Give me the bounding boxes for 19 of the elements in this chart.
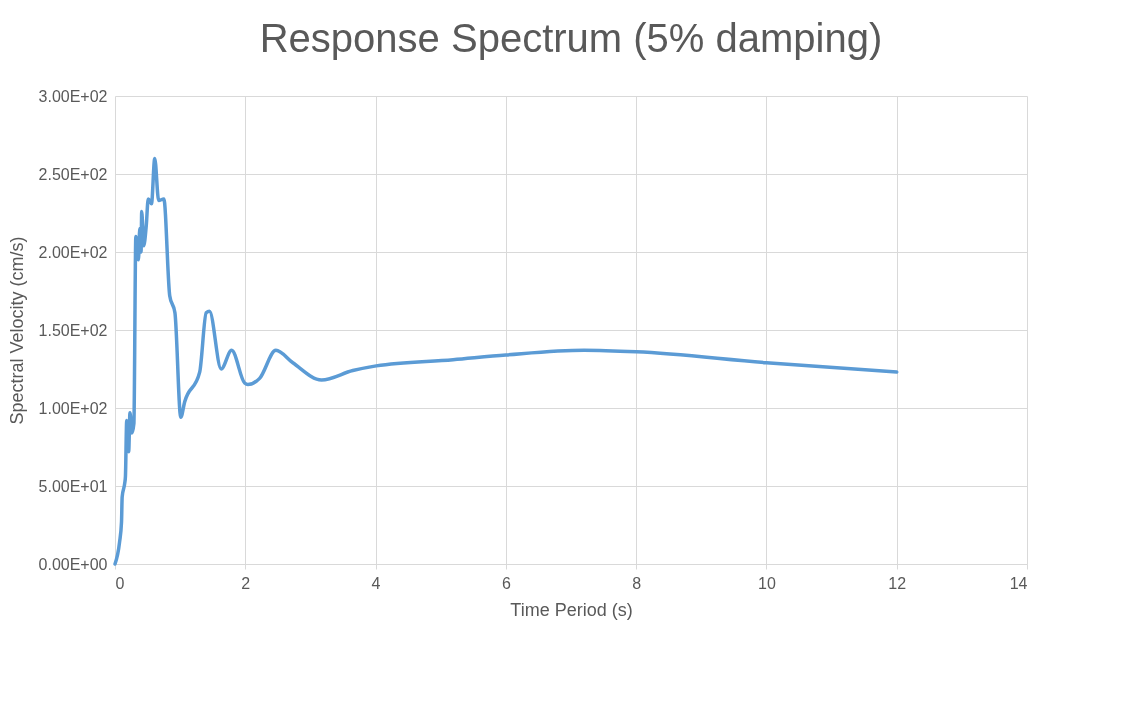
- x-axis-title: Time Period (s): [510, 599, 633, 620]
- x-tick-label: 4: [371, 574, 381, 592]
- x-tick-label: 8: [632, 574, 642, 592]
- chart-title: Response Spectrum (5% damping): [259, 16, 883, 60]
- y-tick-label: 2.00E+02: [38, 243, 108, 261]
- x-tick-label: 2: [241, 574, 251, 592]
- x-tick-label: 14: [1009, 574, 1028, 592]
- y-axis-title: Spectral Velocity (cm/s): [6, 236, 27, 425]
- y-tick-label: 3.00E+02: [38, 87, 108, 105]
- y-tick-label: 5.00E+01: [38, 477, 108, 495]
- x-tick-label: 0: [115, 574, 125, 592]
- x-tick-label: 6: [501, 574, 511, 592]
- line-series: [113, 156, 899, 566]
- y-tick-label: 1.00E+02: [38, 399, 108, 417]
- x-tick-label: 12: [888, 574, 907, 592]
- y-tick-label: 0.00E+00: [38, 555, 108, 573]
- y-tick-label: 2.50E+02: [38, 165, 108, 183]
- y-tick-label: 1.50E+02: [38, 321, 108, 339]
- x-tick-label: 10: [758, 574, 776, 592]
